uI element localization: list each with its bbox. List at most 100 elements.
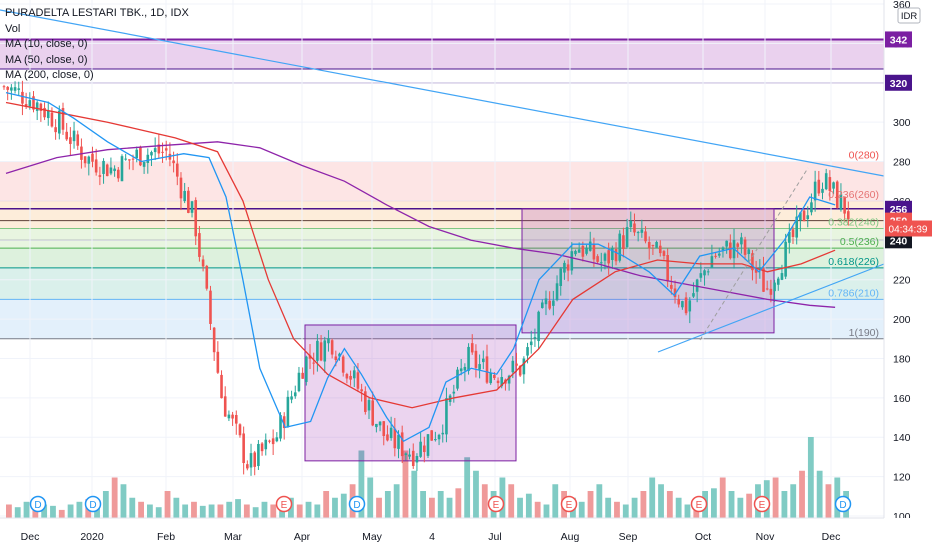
candle-body	[124, 158, 127, 160]
price-label: 320	[890, 78, 908, 90]
volume-bar	[684, 504, 691, 518]
candle-body	[434, 439, 437, 441]
candle-body	[810, 202, 813, 213]
volume-bar	[402, 450, 409, 518]
candle-body	[773, 282, 776, 292]
candle-body	[721, 247, 725, 251]
trend-lines	[0, 9, 885, 353]
candle-body	[271, 438, 275, 445]
candle-body	[540, 302, 544, 308]
event-marker[interactable]: E	[753, 495, 771, 513]
event-marker-label: E	[493, 500, 500, 511]
candle-body	[142, 162, 146, 167]
legend-vol[interactable]: Vol	[5, 22, 21, 35]
candle-body	[511, 360, 515, 373]
candle-body	[352, 370, 356, 379]
candle-body	[334, 356, 338, 361]
volume-bar	[226, 501, 233, 518]
volume-bar	[252, 507, 259, 518]
candle-body	[662, 251, 666, 256]
candle-body	[382, 421, 386, 437]
volume-bar	[675, 497, 682, 518]
volume-bar	[772, 477, 779, 518]
candle-body	[625, 227, 629, 248]
candle-body	[35, 102, 39, 111]
time-axis[interactable]: Dec 2020 Feb Mar Apr May 4 Jul Aug Sep Oct Nov Dec	[0, 517, 932, 550]
volume-bar	[446, 497, 453, 518]
event-marker[interactable]: E	[487, 495, 505, 513]
candle-body	[570, 251, 574, 271]
event-marker[interactable]: D	[348, 495, 366, 513]
volume-bar	[711, 488, 717, 518]
legend-ma200[interactable]: MA (200, close, 0)	[5, 69, 94, 81]
event-marker[interactable]: E	[560, 495, 578, 513]
volume-bar	[429, 497, 435, 518]
volume-bar	[473, 470, 479, 518]
candle-body	[46, 110, 50, 119]
time-tick-label: Dec	[21, 531, 40, 543]
price-axis[interactable]: 1001201401601802002202402602803003203403…	[883, 0, 932, 523]
event-marker[interactable]: E	[275, 495, 293, 513]
legend-ma10[interactable]: MA (10, close, 0)	[5, 38, 88, 50]
candle-body	[69, 137, 72, 144]
time-tick-label: Aug	[561, 531, 580, 543]
candle-body	[205, 265, 209, 289]
price-label-box	[885, 31, 912, 48]
candle-body	[802, 210, 806, 222]
volume-bar	[534, 501, 541, 518]
chart-legend: PURADELTA LESTARI TBK., 1D, IDX Vol MA (…	[5, 6, 189, 84]
candle-body	[651, 245, 655, 247]
candle-body	[268, 440, 271, 442]
event-marker[interactable]: D	[84, 495, 102, 513]
candle-body	[364, 391, 367, 412]
candle-body	[190, 201, 194, 213]
volume-bar	[58, 509, 65, 518]
candle-body	[135, 149, 139, 159]
candle-body	[389, 427, 393, 439]
moving-averages	[5, 91, 836, 443]
event-marker[interactable]: E	[690, 495, 708, 513]
candle-body	[293, 392, 297, 397]
candle-body	[113, 168, 116, 172]
candle-body	[769, 288, 773, 295]
candle-body	[183, 190, 186, 202]
candle-body	[795, 216, 798, 238]
candle-body	[614, 249, 618, 262]
candle-body	[611, 247, 614, 261]
candle-body	[253, 452, 257, 467]
candle-body	[459, 368, 463, 372]
candle-body	[116, 169, 120, 179]
event-marker-label: D	[34, 500, 41, 511]
candle-body	[441, 432, 445, 435]
candle-body	[784, 241, 787, 277]
candle-body	[828, 177, 832, 191]
candle-body	[175, 163, 179, 177]
volume-bar	[243, 504, 250, 518]
candle-body	[555, 283, 559, 301]
symbol-title[interactable]: PURADELTA LESTARI TBK., 1D, IDX	[5, 7, 189, 19]
candle-body	[312, 362, 316, 364]
ascending-trend-line	[657, 263, 885, 353]
legend-ma50[interactable]: MA (50, close, 0)	[5, 53, 88, 66]
candle-body	[316, 340, 319, 361]
candle-body	[762, 268, 765, 292]
fib-zone	[0, 200, 884, 229]
volume-bar	[622, 504, 629, 518]
fib-level-label: 0.5(236)	[840, 236, 879, 248]
volume-bar	[94, 504, 100, 518]
event-marker[interactable]: D	[834, 495, 852, 513]
candle-body	[212, 327, 216, 353]
volume-bar	[208, 504, 215, 518]
candle-body	[467, 346, 470, 371]
event-marker-label: D	[353, 500, 360, 511]
event-marker[interactable]: D	[29, 495, 47, 513]
volume-bar	[332, 497, 338, 518]
candle-body	[231, 414, 234, 419]
candle-body	[198, 233, 201, 257]
candle-body	[430, 430, 433, 441]
volume-bar	[23, 501, 30, 518]
price-label: 342	[890, 34, 908, 46]
candle-body	[32, 96, 35, 110]
price-tick-label: 140	[893, 432, 911, 444]
